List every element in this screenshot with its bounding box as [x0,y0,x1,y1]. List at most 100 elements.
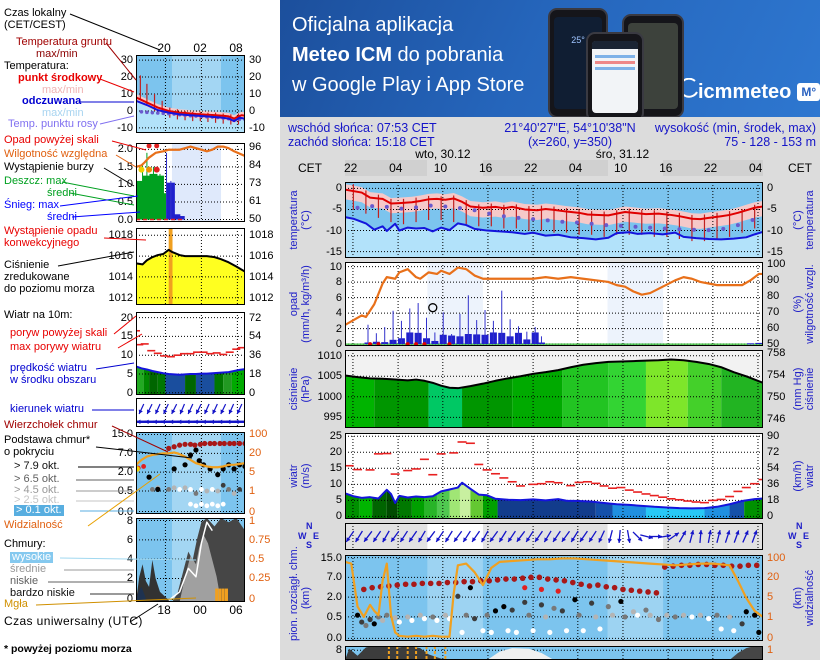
time-tick: 10 [433,161,448,175]
ytick-right: 100 [249,428,268,441]
legend-o25: > 2.5 okt. [14,494,60,506]
time-tick: 04 [389,161,403,175]
ytick-left: 2.0 [326,591,342,604]
ytick-left: 20 [120,311,133,324]
legend-cis3: do poziomu morza [4,283,95,295]
ytick-left: 0 [335,510,342,523]
ytick-right: 0 [249,593,256,606]
ytick-left: 25 [329,430,342,443]
ytick-left: 0 [335,182,342,195]
altitude-label: wysokość (min, środek, max) [654,121,816,135]
ytick-right: 100 [767,551,786,564]
ytick-left: 0 [335,338,342,351]
legend-burza: Wystąpienie burzy [4,161,94,173]
ytick-left: 1.0 [117,178,133,191]
legend-widz: Widzialność [4,519,63,531]
ytick-right: 754 [767,369,786,382]
ytick-left: 1.5 [117,160,133,173]
banner-brand: Meteo ICM [292,44,392,66]
ytick-left: 2 [335,322,342,335]
ytick-right: 746 [767,412,786,425]
ytick-right: 0 [767,182,774,195]
ytick-left: 5 [126,367,133,380]
legend-tgr1: Temperatura gruntu [16,36,112,48]
axis-title-t_opad: opad (mm/h, kg/m³/h) [288,265,312,343]
legend-pod2: o pokryciu [4,446,55,458]
ytick-right: 100 [767,258,786,271]
ytick-right: 84 [249,159,262,172]
legend-ssred: średni [47,211,77,223]
axis-title-rt_wilg: (%) wilgotność wzgl. [792,264,816,344]
ytick-left: 4 [335,307,342,320]
panel-dir [345,523,763,550]
ytick-right: 18 [249,367,262,380]
legend-temph: Temperatura: [4,60,69,72]
ytick-right: 60 [767,322,780,335]
ytick-right: 1 [249,485,256,498]
mini-time-tick-bottom: 06 [229,603,243,617]
ytick-right: 0 [249,104,256,117]
cet-label-left: CET [298,161,322,175]
phone-mockup-2 [586,32,644,117]
ytick-right: -10 [767,224,783,237]
ytick-right: 30 [249,54,262,67]
legend-pod1: Podstawa chmur* [4,434,91,446]
ytick-right: 20 [767,571,780,584]
ytick-left: 6 [335,291,342,304]
ytick-left: -10 [326,224,342,237]
ytick-left: 1012 [108,291,133,304]
legend-cis1: Ciśnienie [4,259,50,271]
ytick-right: 0 [249,386,256,399]
legend-pmax: max/min [42,84,84,96]
ytick-right: 1014 [249,270,274,283]
ytick-left: -5 [332,203,342,216]
axis-title-t_pion: pion. rozciągł. chm. (km) [288,546,312,641]
ytick-right: 20 [249,447,262,460]
legend-tgr2: max/min [36,48,78,60]
sunrise-label: wschód słońca: 07:53 CET [288,121,437,135]
time-tick: 22 [343,161,358,175]
ytick-left: 7.0 [326,571,342,584]
banner-line1: Oficjalna aplikacja [292,14,454,36]
time-tick: 04 [748,161,763,175]
legend-wierz: Wierzchołek chmur [4,419,98,431]
ytick-left: 0.5 [117,195,133,208]
logo-badge: M° [797,83,820,101]
night-shade-box [345,160,428,176]
ytick-right: 1 [249,514,256,527]
time-tick: 22 [703,161,718,175]
ytick-right: 80 [767,290,780,303]
ytick-left: 0 [126,386,133,399]
legend-mgla: Mgła [4,598,28,610]
ytick-left: 30 [120,54,133,67]
panel-wind [345,433,763,519]
ytick-left: 0.5 [117,485,133,498]
app-promo-banner[interactable]: Oficjalna aplikacja Meteo ICM do pobrani… [280,0,820,117]
ytick-left: 10 [329,260,342,273]
ytick-left: 1018 [108,229,133,242]
axis-title-t_cis: ciśnienie (hPa) [288,367,312,411]
panel-temp [345,182,763,258]
panel-press [345,350,763,428]
banner-line2-rest: do pobrania [392,44,504,66]
phone-screen-2 [592,41,638,113]
ytick-right: 54 [767,462,780,475]
icmmeteo-logo: icmmeteo M° [684,78,820,104]
ytick-left: 4 [126,553,133,566]
ytick-left: 0 [126,104,133,117]
ytick-right: 1012 [249,291,274,304]
sunset-label: zachód słońca: 15:18 CET [288,135,435,149]
ytick-right: 50 [767,338,780,351]
ytick-right: 20 [249,71,262,84]
chart-panel: Oficjalna aplikacja Meteo ICM do pobrani… [280,0,820,660]
legend-cis2: zredukowane [4,271,70,283]
legend-chmh: Chmury: [4,538,46,550]
ytick-left: 20 [120,71,133,84]
ytick-left: 10 [120,349,133,362]
panel-mwind [136,312,245,395]
ytick-right: 73 [249,176,262,189]
panel-cloud [345,555,763,641]
ytick-left: -15 [326,245,342,258]
ytick-right: 50 [249,212,262,225]
